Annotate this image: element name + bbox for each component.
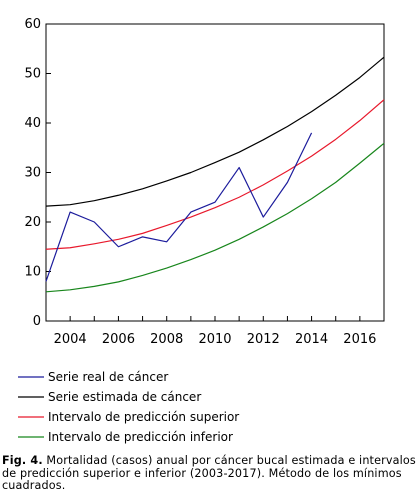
caption-label: Fig. 4. — [2, 454, 43, 467]
legend-label: Serie estimada de cáncer — [48, 390, 201, 404]
y-tick-label: 60 — [24, 17, 41, 32]
y-axis: 0 10 20 30 40 50 60 — [24, 17, 51, 329]
legend-label: Intervalo de predicción inferior — [48, 430, 233, 444]
y-tick-label: 50 — [24, 67, 41, 82]
legend-label: Intervalo de predicción superior — [48, 410, 239, 424]
x-tick-label: 2006 — [102, 332, 135, 347]
series-line-2 — [45, 99, 385, 250]
y-tick-label: 30 — [24, 166, 41, 181]
figure-caption: Fig. 4. Mortalidad (casos) anual por cán… — [2, 454, 418, 493]
series-line-1 — [45, 56, 385, 207]
series-lines — [45, 56, 385, 293]
x-tick-label: 2016 — [343, 332, 376, 347]
x-axis: 2004 2006 2008 2010 2012 2014 2016 — [54, 316, 376, 347]
y-tick-label: 10 — [24, 265, 41, 280]
y-tick-label: 0 — [33, 314, 41, 329]
x-tick-label: 2014 — [295, 332, 328, 347]
series-line-3 — [45, 142, 385, 293]
y-tick-label: 20 — [24, 215, 41, 230]
x-tick-label: 2008 — [150, 332, 183, 347]
x-tick-label: 2004 — [54, 332, 87, 347]
x-tick-label: 2012 — [247, 332, 280, 347]
x-tick-label: 2010 — [198, 332, 231, 347]
plot-frame — [45, 23, 385, 322]
caption-text: Mortalidad (casos) anual por cáncer buca… — [2, 454, 416, 492]
series-line-0 — [45, 132, 313, 282]
y-tick-label: 40 — [24, 116, 41, 131]
legend-label: Serie real de cáncer — [48, 370, 168, 384]
legend: Serie real de cáncer Serie estimada de cá… — [18, 370, 239, 444]
